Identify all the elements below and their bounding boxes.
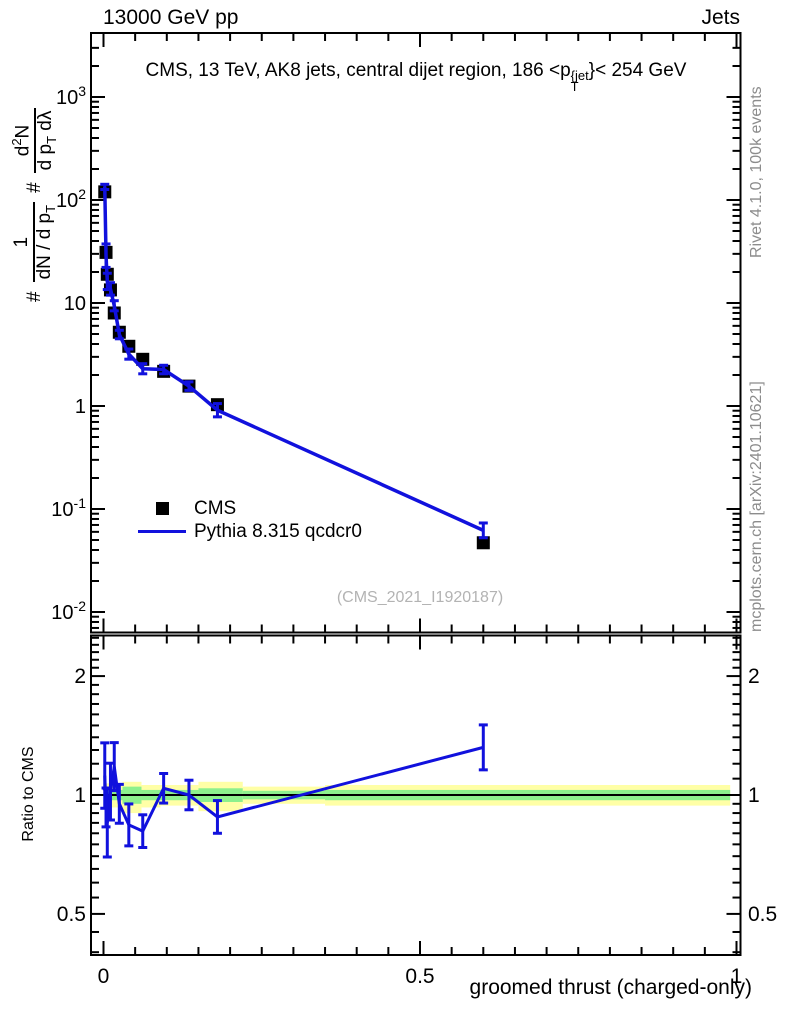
x-axis-label: groomed thrust (charged-only) [469,976,752,999]
analysis-id-watermark: (CMS_2021_I1920187) [336,589,504,606]
svg-text:0: 0 [98,965,110,988]
svg-text:2: 2 [74,665,86,688]
svg-text:10-2: 10-2 [51,598,86,624]
svg-text:1: 1 [748,784,760,807]
pythia-line-swatch [138,530,186,533]
plot-title-text: CMS, 13 TeV, AK8 jets, central dijet reg… [145,60,571,81]
legend-item-cms: CMS [138,497,362,520]
beam-energy-label: 13000 GeV pp [103,6,239,29]
plot-title: CMS, 13 TeV, AK8 jets, central dijet reg… [145,60,687,95]
panel-frames [90,32,742,956]
svg-text:102: 102 [56,186,86,212]
mcplots-reference-note: mcplots.cern.ch [arXiv:2401.10621] [748,381,765,632]
svg-text:1: 1 [74,784,86,807]
cms-square-marker [155,502,169,515]
svg-text:0.5: 0.5 [57,903,86,926]
pythia-ratio-curve [100,723,488,859]
svg-text:10: 10 [64,293,86,315]
ratio-axis-label: Ratio to CMS [20,746,37,842]
pythia-curve [100,182,488,540]
axis-ticks [91,33,741,955]
svg-text:10-1: 10-1 [51,495,86,521]
svg-text:1: 1 [731,965,743,988]
svg-text:2: 2 [748,665,760,688]
fraction-d2n: d2N d pT dλ [9,107,59,174]
cms-data-points [98,185,490,550]
legend-pythia-label: Pythia 8.315 qcdcr0 [194,520,362,542]
legend: CMS Pythia 8.315 qcdcr0 [138,497,362,543]
svg-text:0.5: 0.5 [405,965,434,988]
legend-cms-label: CMS [194,497,237,519]
legend-item-pythia: Pythia 8.315 qcdcr0 [138,520,362,543]
pt-superscript-stack: {jet T [570,68,589,95]
fraction-one-over-dndpt: 1 dN / d pT [11,201,58,283]
y-axis-label: # 1 dN / d pT # d2N d pT dλ [9,28,59,302]
rivet-version-note: Rivet 4.1.0, 100k events [748,86,765,258]
svg-text:103: 103 [56,83,86,109]
svg-text:1: 1 [75,396,86,418]
svg-text:0.5: 0.5 [748,903,777,926]
analysis-group-label: Jets [701,6,740,29]
